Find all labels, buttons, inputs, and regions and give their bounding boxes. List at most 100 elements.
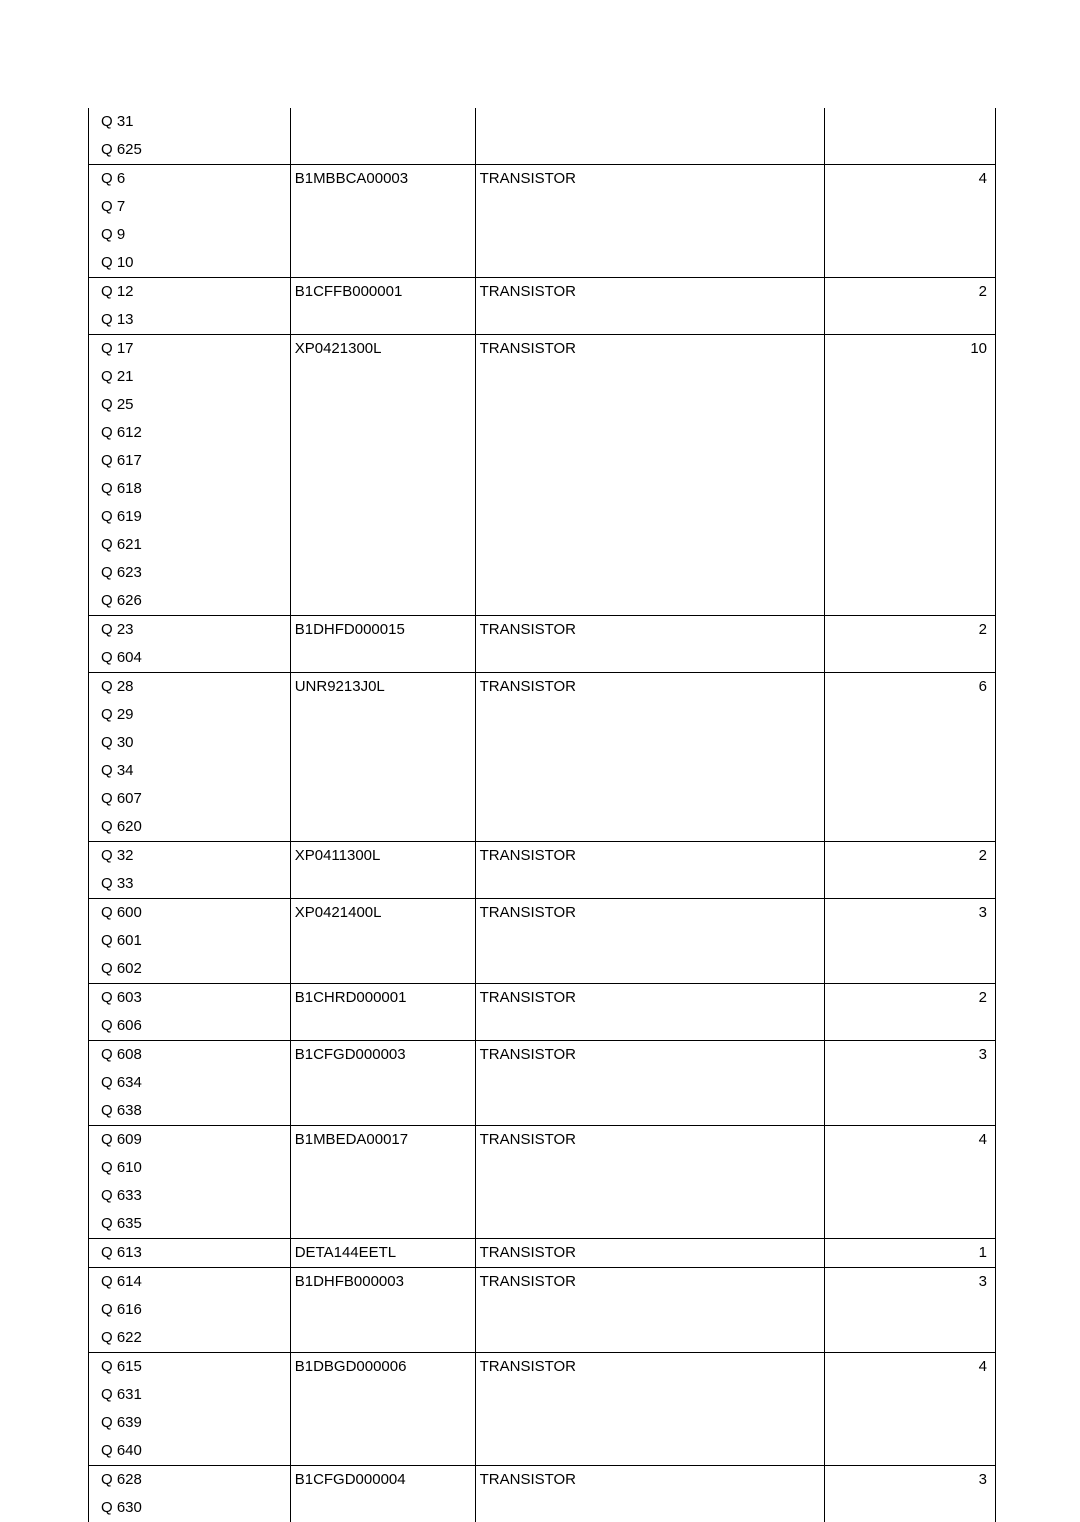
ref-designator: Q 29: [89, 701, 290, 729]
ref-designator: Q 618: [89, 475, 290, 503]
part-number: B1MBBCA00003: [291, 165, 475, 193]
description: TRANSISTOR: [476, 616, 825, 644]
table-row: Q 608B1CFGD000003TRANSISTOR3: [89, 1041, 996, 1070]
table-row: Q 610: [89, 1154, 996, 1182]
table-row: Q 28UNR9213J0LTRANSISTOR6: [89, 673, 996, 702]
description: TRANSISTOR: [476, 1041, 825, 1069]
table-row: Q 638: [89, 1097, 996, 1126]
quantity: 10: [825, 335, 995, 363]
table-row: Q 631: [89, 1381, 996, 1409]
quantity: 4: [825, 165, 995, 193]
table-row: Q 616: [89, 1296, 996, 1324]
description: TRANSISTOR: [476, 278, 825, 306]
ref-designator: Q 31: [89, 108, 290, 136]
description: TRANSISTOR: [476, 1268, 825, 1296]
ref-designator: Q 34: [89, 757, 290, 785]
table-row: Q 619: [89, 503, 996, 531]
table-row: Q 626: [89, 587, 996, 616]
ref-designator: Q 7: [89, 193, 290, 221]
ref-designator: Q 603: [89, 984, 290, 1012]
table-row: Q 612: [89, 419, 996, 447]
ref-designator: Q 640: [89, 1437, 290, 1465]
ref-designator: Q 28: [89, 673, 290, 701]
part-number: [291, 108, 475, 114]
table-row: Q 10: [89, 249, 996, 278]
quantity: 6: [825, 673, 995, 701]
ref-designator: Q 608: [89, 1041, 290, 1069]
ref-designator: Q 607: [89, 785, 290, 813]
table-row: Q 614B1DHFB000003TRANSISTOR3: [89, 1268, 996, 1297]
ref-designator: Q 630: [89, 1494, 290, 1522]
table-row: Q 620: [89, 813, 996, 842]
quantity: 4: [825, 1353, 995, 1381]
quantity: [825, 108, 995, 114]
part-number: B1MBEDA00017: [291, 1126, 475, 1154]
part-number: XP0421400L: [291, 899, 475, 927]
ref-designator: Q 621: [89, 531, 290, 559]
parts-table: Q 31Q 625Q 6B1MBBCA00003TRANSISTOR4Q 7Q …: [88, 108, 996, 1522]
ref-designator: Q 638: [89, 1097, 290, 1125]
quantity: 2: [825, 616, 995, 644]
ref-designator: Q 601: [89, 927, 290, 955]
description: TRANSISTOR: [476, 1466, 825, 1494]
ref-designator: Q 23: [89, 616, 290, 644]
table-row: Q 12B1CFFB000001TRANSISTOR2: [89, 278, 996, 307]
ref-designator: Q 32: [89, 842, 290, 870]
quantity: 4: [825, 1126, 995, 1154]
table-row: Q 34: [89, 757, 996, 785]
table-row: Q 603B1CHRD000001TRANSISTOR2: [89, 984, 996, 1013]
ref-designator: Q 639: [89, 1409, 290, 1437]
table-row: Q 30: [89, 729, 996, 757]
description: TRANSISTOR: [476, 165, 825, 193]
ref-designator: Q 626: [89, 587, 290, 615]
part-number: XP0421300L: [291, 335, 475, 363]
table-row: Q 32XP0411300LTRANSISTOR2: [89, 842, 996, 871]
table-row: Q 29: [89, 701, 996, 729]
part-number: B1DHFD000015: [291, 616, 475, 644]
part-number: DETA144EETL: [291, 1239, 475, 1267]
ref-designator: Q 6: [89, 165, 290, 193]
quantity: 3: [825, 899, 995, 927]
table-row: Q 9: [89, 221, 996, 249]
table-row: Q 639: [89, 1409, 996, 1437]
part-number: B1DHFB000003: [291, 1268, 475, 1296]
ref-designator: Q 617: [89, 447, 290, 475]
ref-designator: Q 622: [89, 1324, 290, 1352]
quantity: 3: [825, 1466, 995, 1494]
description: TRANSISTOR: [476, 899, 825, 927]
table-row: Q 625: [89, 136, 996, 165]
ref-designator: Q 615: [89, 1353, 290, 1381]
description: [476, 108, 825, 114]
ref-designator: Q 13: [89, 306, 290, 334]
ref-designator: Q 30: [89, 729, 290, 757]
ref-designator: Q 613: [89, 1239, 290, 1267]
table-row: Q 640: [89, 1437, 996, 1466]
table-row: Q 609B1MBEDA00017TRANSISTOR4: [89, 1126, 996, 1155]
table-row: Q 628B1CFGD000004TRANSISTOR3: [89, 1466, 996, 1495]
part-number: B1CFFB000001: [291, 278, 475, 306]
part-number: B1CFGD000004: [291, 1466, 475, 1494]
table-row: Q 17XP0421300LTRANSISTOR10: [89, 335, 996, 364]
ref-designator: Q 614: [89, 1268, 290, 1296]
table-row: Q 31: [89, 108, 996, 136]
quantity: 1: [825, 1239, 995, 1267]
table-row: Q 6B1MBBCA00003TRANSISTOR4: [89, 165, 996, 194]
part-number: B1CFGD000003: [291, 1041, 475, 1069]
table-row: Q 602: [89, 955, 996, 984]
ref-designator: Q 635: [89, 1210, 290, 1238]
ref-designator: Q 620: [89, 813, 290, 841]
ref-designator: Q 612: [89, 419, 290, 447]
quantity: 2: [825, 984, 995, 1012]
ref-designator: Q 616: [89, 1296, 290, 1324]
table-row: Q 7: [89, 193, 996, 221]
table-row: Q 621: [89, 531, 996, 559]
table-row: Q 601: [89, 927, 996, 955]
table-row: Q 623: [89, 559, 996, 587]
ref-designator: Q 623: [89, 559, 290, 587]
table-row: Q 606: [89, 1012, 996, 1041]
table-row: Q 622: [89, 1324, 996, 1353]
table-row: Q 618: [89, 475, 996, 503]
part-number: B1CHRD000001: [291, 984, 475, 1012]
ref-designator: Q 631: [89, 1381, 290, 1409]
table-row: Q 607: [89, 785, 996, 813]
